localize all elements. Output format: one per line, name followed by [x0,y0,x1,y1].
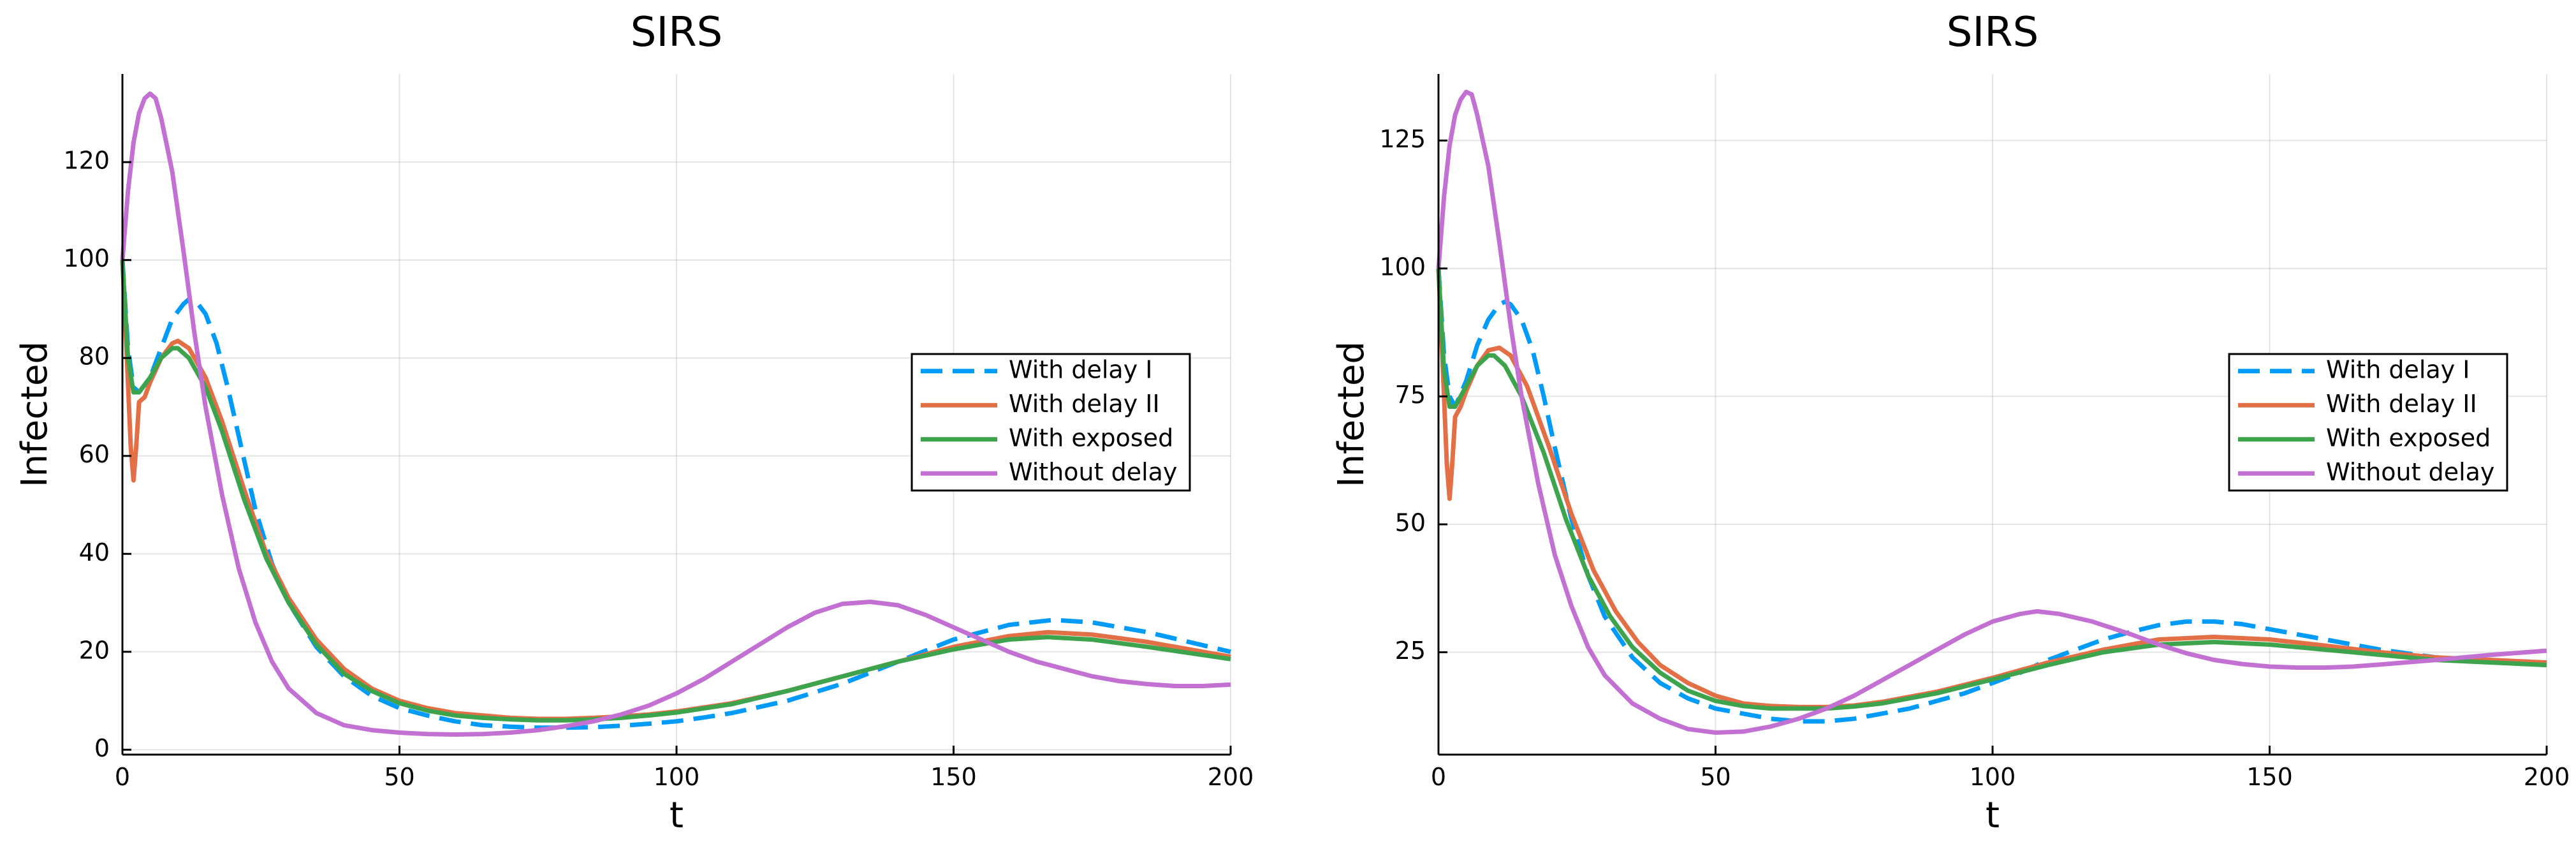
chart-title: SIRS [1947,9,2039,56]
series-line [1436,268,2547,724]
legend-label: With delay II [2326,390,2477,418]
chart-title: SIRS [631,9,723,56]
y-tick-label: 100 [63,244,110,272]
legend-entry: With exposed [2238,424,2491,452]
legend-entry: With delay I [921,355,1152,383]
y-tick-label: 80 [79,343,110,371]
y-tick-label: 75 [1395,381,1426,409]
x-axis-label: t [670,795,684,836]
x-tick-label: 150 [2246,763,2293,791]
legend-label: With exposed [2326,424,2491,452]
legend-label: Without delay [2326,458,2494,486]
legend-box [2228,353,2508,492]
y-tick-label: 50 [1395,508,1426,536]
y-tick-label: 40 [79,538,110,566]
legend-box [911,353,1191,492]
chart-panel-left: SIRS t Infected 0 50 100 150 200 0 20 40 60 80 100… [14,9,1254,836]
x-tick-label: 50 [384,763,414,791]
y-tick-label: 125 [1379,125,1426,153]
series-layer [120,91,1231,737]
series-layer [1436,89,2547,735]
x-tick-label: 200 [2524,763,2570,791]
x-tick-label: 100 [1970,763,2016,791]
y-tick-label: 20 [79,636,110,664]
x-tick-label: 0 [115,763,130,791]
series-line [1436,268,2547,709]
legend-label: With delay II [1009,390,1160,418]
ticks: 0 50 100 150 200 0 20 40 60 80 100 120 [63,147,1254,791]
legend-entry: With delay I [2238,355,2470,383]
legend: With delay I With delay II With exposed … [911,353,1191,492]
y-tick-label: 0 [94,734,110,762]
chart-panel-right: SIRS t Infected 0 50 100 150 200 25 50 75 100 125… [1331,9,2570,836]
legend-label: With delay I [2326,355,2470,383]
ticks: 0 50 100 150 200 25 50 75 100 125 [1379,125,2570,791]
y-tick-label: 60 [79,440,110,468]
x-tick-label: 0 [1431,763,1446,791]
series-line [120,260,1231,730]
y-axis-label: Infected [1331,341,1372,487]
x-axis-label: t [1986,795,2000,836]
legend-label: Without delay [1009,458,1177,486]
series-line [1436,89,2547,735]
x-tick-label: 200 [1208,763,1254,791]
legend-entry: With delay II [921,390,1160,418]
x-tick-label: 50 [1700,763,1731,791]
y-tick-label: 25 [1395,637,1426,665]
y-axis-label: Infected [14,341,55,487]
legend-label: With exposed [1009,424,1173,452]
x-tick-label: 100 [654,763,700,791]
legend-entry: With delay II [2238,390,2477,418]
series-line [120,260,1231,723]
legend-entry: Without delay [2238,458,2494,486]
series-line [1436,268,2547,711]
y-tick-label: 120 [63,147,110,175]
series-line [120,91,1231,737]
legend-entry: Without delay [921,458,1177,486]
x-tick-label: 150 [930,763,977,791]
legend: With delay I With delay II With exposed … [2228,353,2508,492]
y-tick-label: 100 [1379,253,1426,281]
legend-entry: With exposed [921,424,1173,452]
legend-label: With delay I [1009,355,1152,383]
